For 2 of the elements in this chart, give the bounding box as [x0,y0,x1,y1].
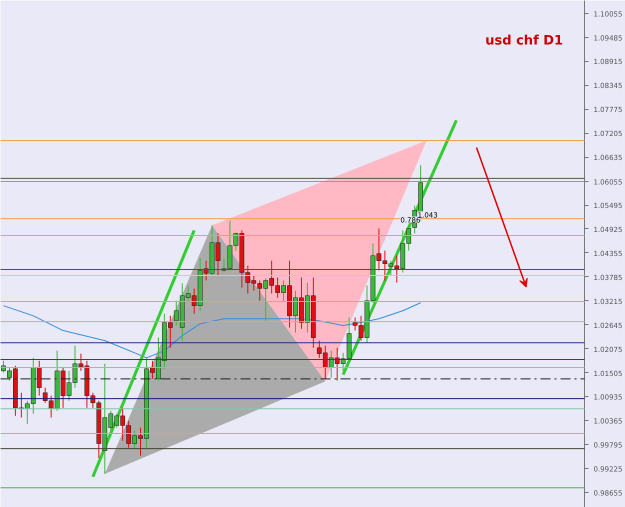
text: usd chf D1 [485,34,564,49]
line-series [2,302,422,358]
